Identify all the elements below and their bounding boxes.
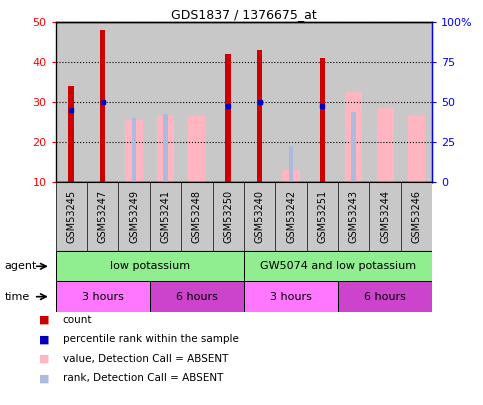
- Text: value, Detection Call = ABSENT: value, Detection Call = ABSENT: [63, 354, 228, 364]
- Text: ■: ■: [39, 354, 49, 364]
- Bar: [56, 251, 244, 281]
- Bar: [87, 22, 118, 182]
- Text: GSM53250: GSM53250: [223, 190, 233, 243]
- Bar: [132, 118, 136, 182]
- Text: low potassium: low potassium: [110, 261, 190, 271]
- Text: time: time: [5, 292, 30, 302]
- Bar: [244, 251, 432, 281]
- Text: agent: agent: [5, 261, 37, 271]
- Bar: [126, 120, 142, 182]
- Text: GSM53249: GSM53249: [129, 190, 139, 243]
- Text: GSM53242: GSM53242: [286, 190, 296, 243]
- Bar: [69, 86, 74, 182]
- Bar: [320, 58, 325, 182]
- Text: GSM53245: GSM53245: [66, 190, 76, 243]
- Title: GDS1837 / 1376675_at: GDS1837 / 1376675_at: [171, 8, 317, 21]
- Bar: [157, 116, 174, 182]
- Bar: [188, 116, 205, 182]
- Text: ■: ■: [39, 335, 49, 344]
- Text: 3 hours: 3 hours: [82, 292, 124, 302]
- Text: GSM53251: GSM53251: [317, 190, 327, 243]
- Text: percentile rank within the sample: percentile rank within the sample: [63, 335, 239, 344]
- Bar: [150, 281, 244, 312]
- Bar: [283, 170, 299, 182]
- Bar: [289, 146, 293, 182]
- Bar: [338, 281, 432, 312]
- Text: 6 hours: 6 hours: [176, 292, 218, 302]
- Bar: [377, 108, 394, 182]
- Bar: [163, 114, 168, 182]
- Text: GSM53240: GSM53240: [255, 190, 265, 243]
- Text: GSM53243: GSM53243: [349, 190, 359, 243]
- Text: GW5074 and low potassium: GW5074 and low potassium: [260, 261, 416, 271]
- Bar: [338, 22, 369, 182]
- Bar: [213, 22, 244, 182]
- Text: 6 hours: 6 hours: [364, 292, 406, 302]
- Bar: [352, 112, 356, 182]
- Bar: [401, 22, 432, 182]
- Text: GSM53244: GSM53244: [380, 190, 390, 243]
- Bar: [56, 281, 150, 312]
- Text: ■: ■: [39, 373, 49, 383]
- Text: GSM53246: GSM53246: [412, 190, 422, 243]
- Bar: [307, 22, 338, 182]
- Bar: [226, 54, 231, 182]
- Text: rank, Detection Call = ABSENT: rank, Detection Call = ABSENT: [63, 373, 223, 383]
- Text: GSM53241: GSM53241: [160, 190, 170, 243]
- Text: GSM53248: GSM53248: [192, 190, 202, 243]
- Bar: [244, 281, 338, 312]
- Bar: [118, 22, 150, 182]
- Text: count: count: [63, 315, 92, 325]
- Bar: [181, 22, 213, 182]
- Bar: [100, 30, 105, 182]
- Bar: [244, 22, 275, 182]
- Text: 3 hours: 3 hours: [270, 292, 312, 302]
- Bar: [369, 22, 401, 182]
- Bar: [408, 116, 425, 182]
- Text: ■: ■: [39, 315, 49, 325]
- Bar: [150, 22, 181, 182]
- Bar: [56, 22, 87, 182]
- Bar: [275, 22, 307, 182]
- Bar: [257, 50, 262, 182]
- Bar: [345, 92, 362, 182]
- Text: GSM53247: GSM53247: [98, 190, 108, 243]
